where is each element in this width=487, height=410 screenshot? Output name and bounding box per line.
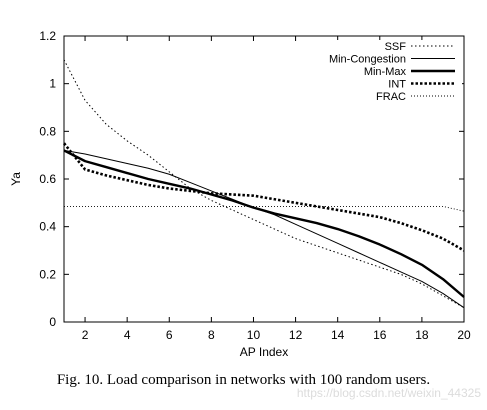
x-tick-label: 14 bbox=[331, 328, 345, 342]
x-tick-label: 12 bbox=[289, 328, 303, 342]
series-line-int bbox=[62, 142, 465, 252]
x-tick-label: 20 bbox=[457, 328, 471, 342]
y-tick-label: 1.2 bbox=[39, 29, 56, 43]
watermark: https://blog.csdn.net/weixin_44325 bbox=[296, 386, 481, 400]
legend-label: Min-Congestion bbox=[329, 54, 406, 66]
series-line-min-congestion bbox=[63, 149, 465, 309]
x-tick-label: 2 bbox=[82, 328, 89, 342]
y-tick-label: 0.4 bbox=[39, 220, 56, 234]
legend-label: Min-Max bbox=[364, 66, 407, 78]
x-tick-label: 6 bbox=[166, 328, 173, 342]
figure-caption: Fig. 10. Load comparison in networks wit… bbox=[56, 372, 431, 388]
x-tick-label: 8 bbox=[208, 328, 215, 342]
x-tick-label: 4 bbox=[124, 328, 131, 342]
x-axis-label: AP Index bbox=[240, 345, 288, 359]
y-tick-label: 0.6 bbox=[39, 172, 56, 186]
legend-label: SSF bbox=[385, 41, 407, 53]
y-axis-label: Ya bbox=[9, 172, 23, 186]
y-tick-label: 0 bbox=[49, 315, 56, 329]
x-tick-label: 18 bbox=[415, 328, 429, 342]
y-tick-label: 0.2 bbox=[39, 267, 56, 281]
x-tick-label: 10 bbox=[247, 328, 261, 342]
series-line-frac bbox=[64, 205, 465, 212]
y-tick-label: 1 bbox=[49, 77, 56, 91]
legend-label: FRAC bbox=[376, 91, 406, 103]
line-chart: 2 4 6 8 10 12 14 16 18 20 0 0.2 0.4 0.6 0.8 1 1.2 AP Ind… bbox=[9, 29, 471, 359]
x-tick-label: 16 bbox=[373, 328, 387, 342]
y-tick-label: 0.8 bbox=[39, 124, 56, 138]
series-line-min-max bbox=[63, 149, 465, 298]
legend-label: INT bbox=[388, 79, 406, 91]
series-line-ssf bbox=[63, 59, 465, 309]
